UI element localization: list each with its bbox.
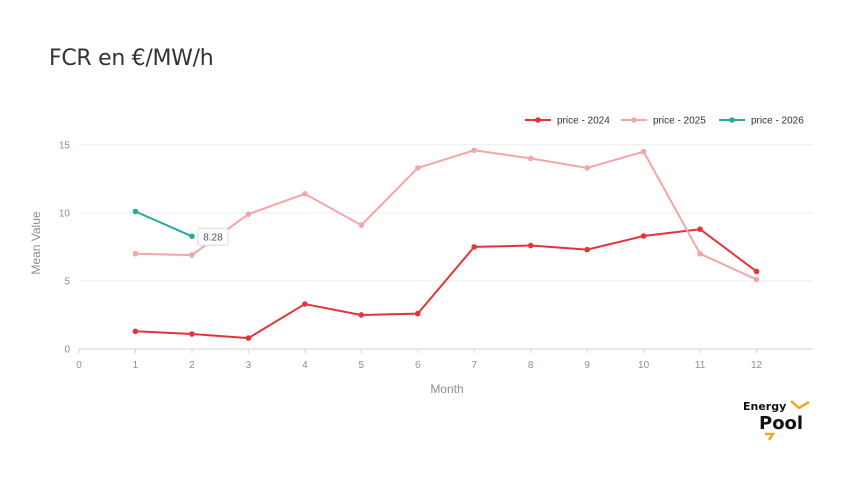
- data-point[interactable]: [245, 211, 252, 218]
- series-layer: [132, 147, 760, 341]
- x-tick-label: 12: [751, 360, 763, 371]
- legend-label: price - 2024: [557, 116, 610, 127]
- x-tick-label: 4: [302, 360, 308, 371]
- data-point[interactable]: [132, 250, 139, 257]
- data-point[interactable]: [189, 252, 195, 258]
- data-point[interactable]: [753, 268, 760, 275]
- data-point[interactable]: [302, 301, 308, 307]
- legend-item-2[interactable]: price - 2025: [621, 116, 706, 127]
- series-line: [135, 210, 193, 238]
- energy-pool-logo: Energy Pool: [743, 400, 810, 441]
- chart-tooltip: 8.28: [197, 227, 229, 246]
- data-point[interactable]: [527, 242, 534, 249]
- data-point[interactable]: [245, 335, 252, 341]
- data-point[interactable]: [471, 244, 478, 250]
- y-axis-title: Mean Value: [29, 211, 43, 274]
- x-tick-label: 9: [584, 360, 590, 371]
- x-tick-label: 11: [695, 360, 706, 371]
- x-axis-title: Month: [430, 382, 463, 396]
- data-point[interactable]: [302, 191, 308, 197]
- data-point[interactable]: [189, 331, 195, 337]
- legend-marker: [631, 117, 637, 123]
- data-point[interactable]: [527, 155, 534, 162]
- data-point[interactable]: [414, 165, 421, 171]
- grid-layer: [79, 144, 813, 350]
- series-2: [132, 147, 760, 283]
- data-point[interactable]: [584, 246, 590, 253]
- legend-label: price - 2025: [653, 116, 706, 127]
- x-tick-label: 7: [471, 360, 477, 371]
- data-point[interactable]: [697, 250, 703, 257]
- x-tick-label: 10: [638, 360, 650, 371]
- data-point[interactable]: [358, 312, 365, 318]
- data-point[interactable]: [132, 208, 139, 215]
- page-title: FCR en €/MW/h: [49, 46, 214, 71]
- legend-item-3[interactable]: price - 2026: [719, 116, 804, 127]
- y-tick-label: 0: [64, 345, 70, 356]
- data-point[interactable]: [189, 233, 195, 240]
- data-point[interactable]: [640, 148, 647, 155]
- x-tick-label: 6: [415, 360, 421, 371]
- y-tick-label: 5: [64, 276, 70, 287]
- y-tick-label: 10: [59, 208, 71, 219]
- data-point[interactable]: [640, 233, 647, 239]
- x-tick-label: 2: [189, 360, 195, 371]
- legend-marker: [535, 117, 541, 123]
- data-point[interactable]: [697, 226, 703, 233]
- logo-text-pool: Pool: [759, 413, 803, 434]
- data-point[interactable]: [358, 222, 365, 228]
- series-3: [132, 208, 195, 240]
- tooltip-value: 8.28: [203, 232, 223, 243]
- x-tick-label: 8: [528, 360, 534, 371]
- logo-text-energy: Energy: [743, 400, 786, 413]
- x-tick-label: 0: [76, 360, 82, 371]
- data-point[interactable]: [414, 310, 421, 317]
- x-tick-label: 3: [246, 360, 252, 371]
- logo-accent-icon-2: [765, 432, 776, 441]
- x-tick-label: 5: [359, 360, 365, 371]
- legend-label: price - 2026: [751, 116, 804, 127]
- data-point[interactable]: [584, 165, 590, 171]
- series-line: [135, 228, 758, 340]
- series-1: [132, 226, 760, 341]
- logo-accent-icon: [790, 400, 810, 410]
- data-point[interactable]: [471, 147, 478, 154]
- legend-item-1[interactable]: price - 2024: [525, 116, 610, 127]
- tooltip-box: [197, 227, 229, 246]
- data-point[interactable]: [132, 328, 139, 335]
- data-point[interactable]: [753, 276, 760, 283]
- chart-legend[interactable]: price - 2024 price - 2025 price - 2026: [525, 116, 804, 127]
- legend-marker: [729, 117, 735, 123]
- y-tick-label: 15: [59, 140, 71, 151]
- series-line: [135, 149, 757, 281]
- x-tick-label: 1: [133, 360, 139, 371]
